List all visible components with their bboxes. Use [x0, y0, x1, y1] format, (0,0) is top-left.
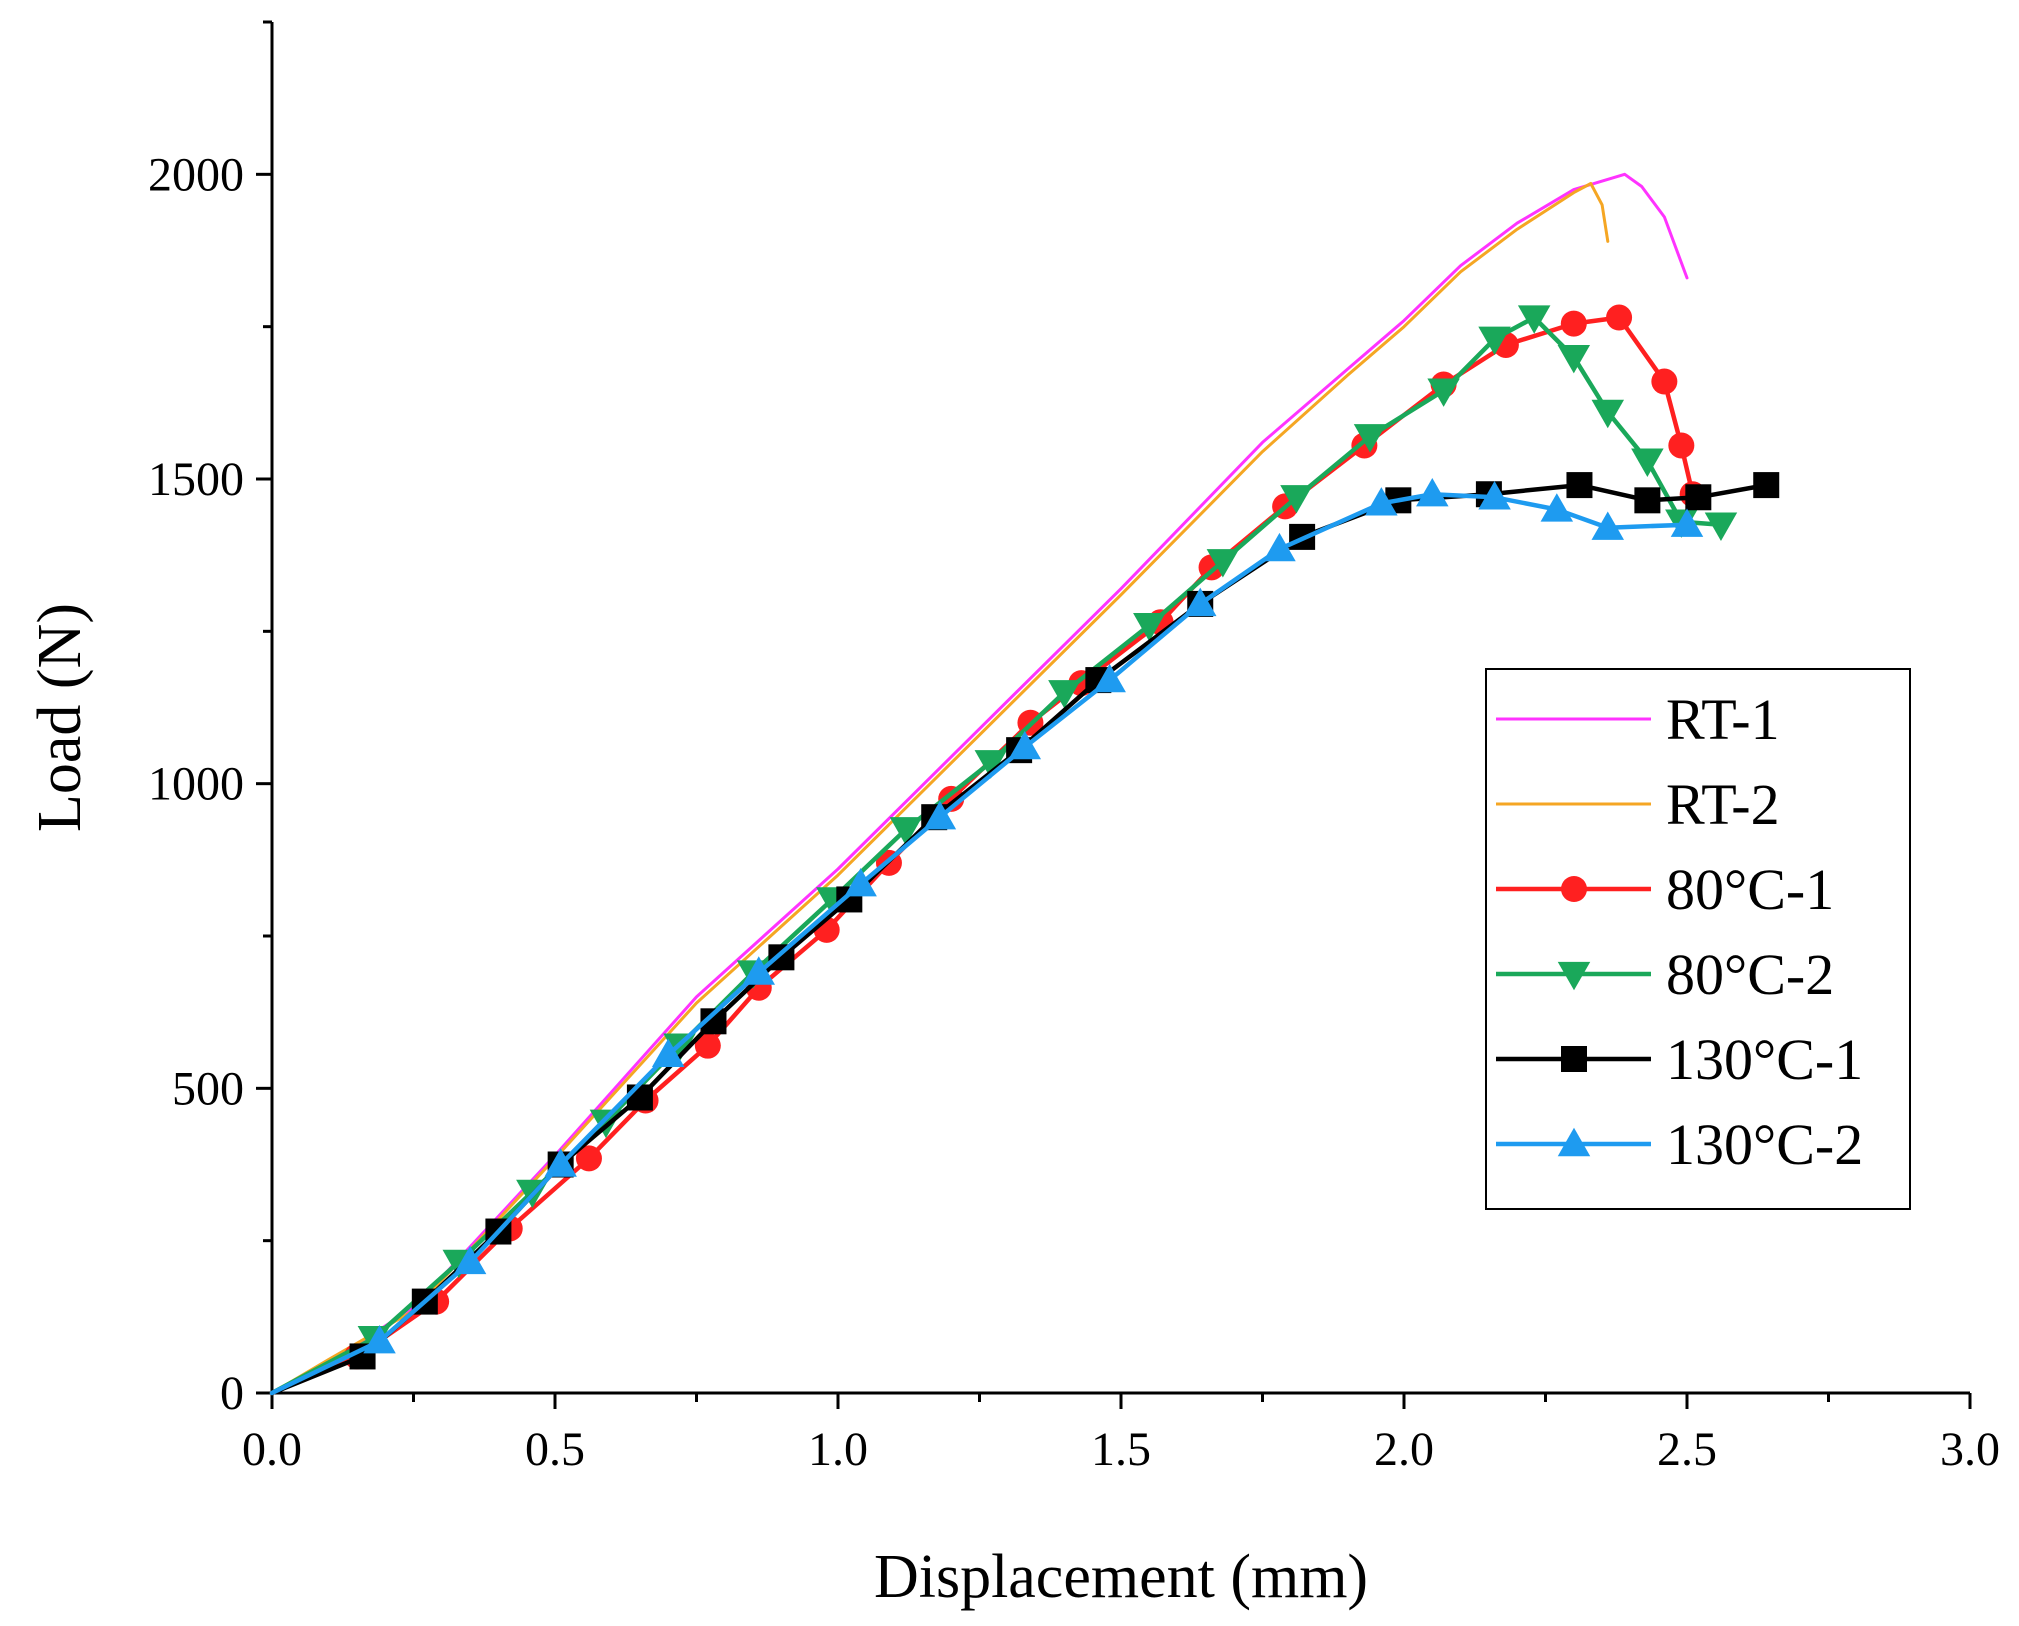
series-point [694, 1032, 721, 1059]
series-point [1631, 448, 1664, 477]
x-tick-label: 1.0 [808, 1423, 868, 1476]
series-point [923, 800, 957, 830]
series-point [1263, 532, 1296, 562]
series-point [1365, 487, 1398, 516]
x-tick-label: 3.0 [1940, 1423, 2000, 1476]
series-point [742, 956, 776, 985]
series-line [269, 491, 1690, 1396]
legend-item: 80°C-1 [1496, 857, 1834, 922]
series-point [1651, 368, 1678, 395]
y-tick-label: 0 [220, 1367, 244, 1420]
series-point [1093, 663, 1126, 693]
series-point [1670, 508, 1704, 537]
legend-label: 130°C-2 [1666, 1112, 1863, 1177]
series-point [1704, 512, 1738, 541]
series-point [1353, 424, 1387, 453]
series-point [1478, 326, 1511, 356]
x-tick-label: 1.5 [1091, 1423, 1151, 1476]
series-point [1540, 493, 1574, 522]
y-tick-label: 500 [172, 1062, 244, 1115]
legend-box [1485, 668, 1911, 1210]
axes: 0.0 0.5 1.0 1.5 2.0 2.5 3.0 0 500 1000 1500 2000 [148, 20, 2000, 1476]
series-point [575, 1145, 602, 1172]
series-point [544, 1148, 577, 1177]
legend-swatch-marker [1557, 1127, 1591, 1157]
series-point [1517, 305, 1551, 334]
legend-label: 130°C-1 [1666, 1027, 1863, 1092]
y-axis-title: Load (N) [26, 603, 94, 832]
legend-label: 80°C-2 [1666, 942, 1834, 1007]
series-point [651, 1038, 685, 1068]
series-point [453, 1245, 487, 1275]
series-layer [269, 172, 1780, 1396]
legend-item: 130°C-2 [1496, 1112, 1863, 1177]
legend-label: 80°C-1 [1666, 857, 1834, 922]
series-point [1668, 432, 1695, 459]
series-point [1183, 587, 1217, 617]
ticks: 0.0 0.5 1.0 1.5 2.0 2.5 3.0 0 500 1000 1500 2000 [148, 20, 2000, 1476]
series-point [768, 944, 795, 971]
series-point [1416, 477, 1449, 507]
series-point [1685, 484, 1712, 511]
x-tick-label: 2.0 [1374, 1423, 1434, 1476]
series-point [1591, 399, 1625, 429]
legend-swatch-marker [1557, 961, 1591, 991]
series-point [1008, 730, 1042, 760]
series-point [1133, 613, 1166, 642]
series-point [1478, 481, 1511, 510]
x-tick-label: 0.0 [242, 1423, 302, 1476]
series-point [1634, 487, 1661, 514]
legend-swatch-marker [1561, 1046, 1587, 1072]
series-point [626, 1084, 653, 1111]
legend-label: RT-1 [1666, 687, 1780, 752]
series-point [1557, 344, 1591, 374]
legend-item: 80°C-2 [1496, 942, 1834, 1007]
series-point [974, 750, 1008, 779]
x-axis-title: Displacement (mm) [874, 1543, 1368, 1611]
series-2 [270, 182, 1610, 1395]
series-point [1427, 378, 1460, 407]
series-line [270, 182, 1610, 1395]
series-point [1206, 549, 1240, 578]
series-point [1566, 472, 1593, 499]
y-tick-label: 1000 [148, 758, 244, 811]
legend-item: 130°C-1 [1496, 1027, 1863, 1092]
legend-swatch-marker [1561, 876, 1587, 902]
series-point [1048, 680, 1081, 709]
legend-item: RT-1 [1496, 687, 1780, 752]
series-point [889, 817, 923, 846]
legend-item: RT-2 [1496, 772, 1780, 837]
series-point [363, 1324, 396, 1354]
series-point [1753, 472, 1780, 499]
y-tick-label: 1500 [148, 453, 244, 506]
y-tick-label: 2000 [148, 148, 244, 201]
legend: RT-1 RT-2 80°C-1 80°C-2 130°C-1 130°C-2 [1485, 668, 1911, 1210]
x-tick-label: 0.5 [525, 1423, 585, 1476]
series-6 [269, 477, 1704, 1396]
x-tick-label: 2.5 [1657, 1423, 1717, 1476]
legend-label: RT-2 [1666, 772, 1780, 837]
series-point [663, 1033, 696, 1062]
series-point [844, 867, 877, 897]
series-point [1606, 304, 1633, 331]
series-point [1280, 485, 1313, 514]
series-point [1591, 511, 1625, 540]
series-point [1560, 310, 1587, 337]
